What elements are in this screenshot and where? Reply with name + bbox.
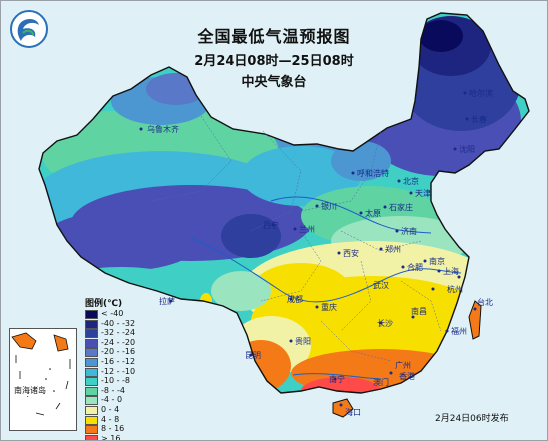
legend-item: 4 - 8 bbox=[85, 414, 131, 426]
legend-item: > 16 bbox=[85, 433, 131, 441]
legend-swatch bbox=[85, 310, 98, 319]
legend-swatch bbox=[85, 329, 98, 339]
legend-swatch bbox=[85, 415, 98, 425]
city-label: 沈阳 bbox=[459, 144, 475, 154]
legend-swatch bbox=[85, 425, 98, 435]
city-label: 澳门 bbox=[373, 377, 389, 387]
city-label: 济南 bbox=[401, 226, 417, 236]
legend-swatch bbox=[85, 396, 98, 406]
legend-swatch bbox=[85, 434, 98, 440]
legend-label: 0 - 4 bbox=[101, 404, 120, 414]
city-label: 石家庄 bbox=[389, 202, 413, 212]
legend-items: < -40 -40 - -32 -32 - -24 -24 - -20 -20 - -1… bbox=[85, 309, 135, 441]
legend-label: -10 - -8 bbox=[101, 376, 131, 386]
inset-map bbox=[11, 332, 71, 416]
inset-label: 南海诸岛 bbox=[14, 385, 46, 396]
legend-item: -40 - -32 bbox=[85, 319, 135, 330]
legend-swatch bbox=[85, 405, 98, 415]
city-label: 南宁 bbox=[329, 374, 345, 384]
city-label: 呼和浩特 bbox=[357, 168, 389, 178]
city-label: 昆明 bbox=[245, 351, 261, 360]
legend-item: -32 - -24 bbox=[85, 328, 135, 339]
city-label: 上海 bbox=[443, 266, 459, 276]
city-label: 合肥 bbox=[407, 262, 423, 272]
city-label: 香港 bbox=[399, 371, 415, 381]
city-label: 成都 bbox=[287, 294, 303, 304]
city-label: 海口 bbox=[345, 407, 361, 417]
city-label: 南昌 bbox=[411, 306, 427, 316]
city-label: 长沙 bbox=[377, 318, 393, 328]
legend-label: > 16 bbox=[101, 433, 121, 441]
city-label: 福州 bbox=[451, 327, 467, 336]
city-label: 南京 bbox=[429, 256, 445, 266]
city-label: 重庆 bbox=[321, 302, 337, 312]
city-label: 太原 bbox=[365, 208, 381, 218]
legend-swatch bbox=[85, 367, 98, 377]
legend-item: -24 - -20 bbox=[85, 338, 135, 349]
city-label: 杭州 bbox=[447, 284, 463, 294]
legend-item: 8 - 16 bbox=[85, 424, 131, 435]
issuer-label: 中央气象台 bbox=[241, 75, 307, 90]
legend-item: -12 - -10 bbox=[85, 367, 135, 378]
legend-label: -8 - -4 bbox=[101, 385, 125, 395]
legend-item: < -40 bbox=[85, 309, 131, 320]
city-label: 银川 bbox=[321, 201, 337, 211]
cma-logo-icon bbox=[10, 10, 48, 48]
city-label: 拉萨 bbox=[159, 296, 175, 306]
city-label: 天津 bbox=[415, 188, 431, 198]
city-label: 长春 bbox=[471, 114, 487, 124]
city-label: 哈尔滨 bbox=[469, 88, 493, 98]
legend-item: 0 - 4 bbox=[85, 404, 131, 416]
city-label: 贵阳 bbox=[295, 336, 311, 346]
legend-label: -32 - -24 bbox=[101, 328, 136, 338]
legend-swatch bbox=[85, 386, 98, 396]
legend-label: -40 - -32 bbox=[101, 318, 136, 328]
legend-swatch bbox=[85, 377, 98, 387]
city-label: 北京 bbox=[403, 176, 419, 186]
city-label: 西宁 bbox=[263, 220, 279, 230]
south-china-sea-inset: 南海诸岛 bbox=[9, 328, 77, 431]
legend-swatch bbox=[85, 319, 98, 329]
legend-item: -8 - -4 bbox=[85, 385, 131, 397]
city-label: 兰州 bbox=[299, 224, 315, 234]
legend-label: 4 - 8 bbox=[101, 414, 120, 424]
legend-title: 图例(℃) bbox=[85, 299, 123, 309]
legend-item: -16 - -12 bbox=[85, 357, 135, 368]
legend-item: -4 - 0 bbox=[85, 395, 131, 406]
legend-label: -20 - -16 bbox=[101, 347, 136, 357]
legend-label: -4 - 0 bbox=[101, 395, 123, 405]
city-label: 台北 bbox=[477, 297, 493, 307]
legend-label: < -40 bbox=[101, 309, 124, 318]
legend-swatch bbox=[85, 348, 98, 358]
city-label: 西安 bbox=[343, 248, 359, 258]
legend: 图例(℃) < -40 -40 - -32 -32 - -24 -24 - -20 -2… bbox=[85, 298, 135, 441]
legend-swatch bbox=[85, 357, 98, 367]
city-label: 乌鲁木齐 bbox=[147, 124, 179, 134]
legend-label: -16 - -12 bbox=[101, 356, 136, 366]
legend-label: -12 - -10 bbox=[101, 366, 136, 376]
publish-time: 2月24日06时发布 bbox=[435, 414, 509, 424]
map-title: 全国最低气温预报图 bbox=[197, 27, 351, 46]
city-label: 广州 bbox=[395, 360, 411, 370]
legend-item: -20 - -16 bbox=[85, 347, 135, 358]
city-label: 武汉 bbox=[373, 280, 389, 290]
legend-label: -24 - -20 bbox=[101, 337, 136, 347]
legend-label: 8 - 16 bbox=[101, 424, 125, 434]
legend-swatch bbox=[85, 338, 98, 348]
legend-item: -10 - -8 bbox=[85, 376, 131, 387]
city-label: 郑州 bbox=[385, 244, 401, 254]
map-subtitle: 2月24日08时—25日08时 bbox=[194, 54, 354, 69]
